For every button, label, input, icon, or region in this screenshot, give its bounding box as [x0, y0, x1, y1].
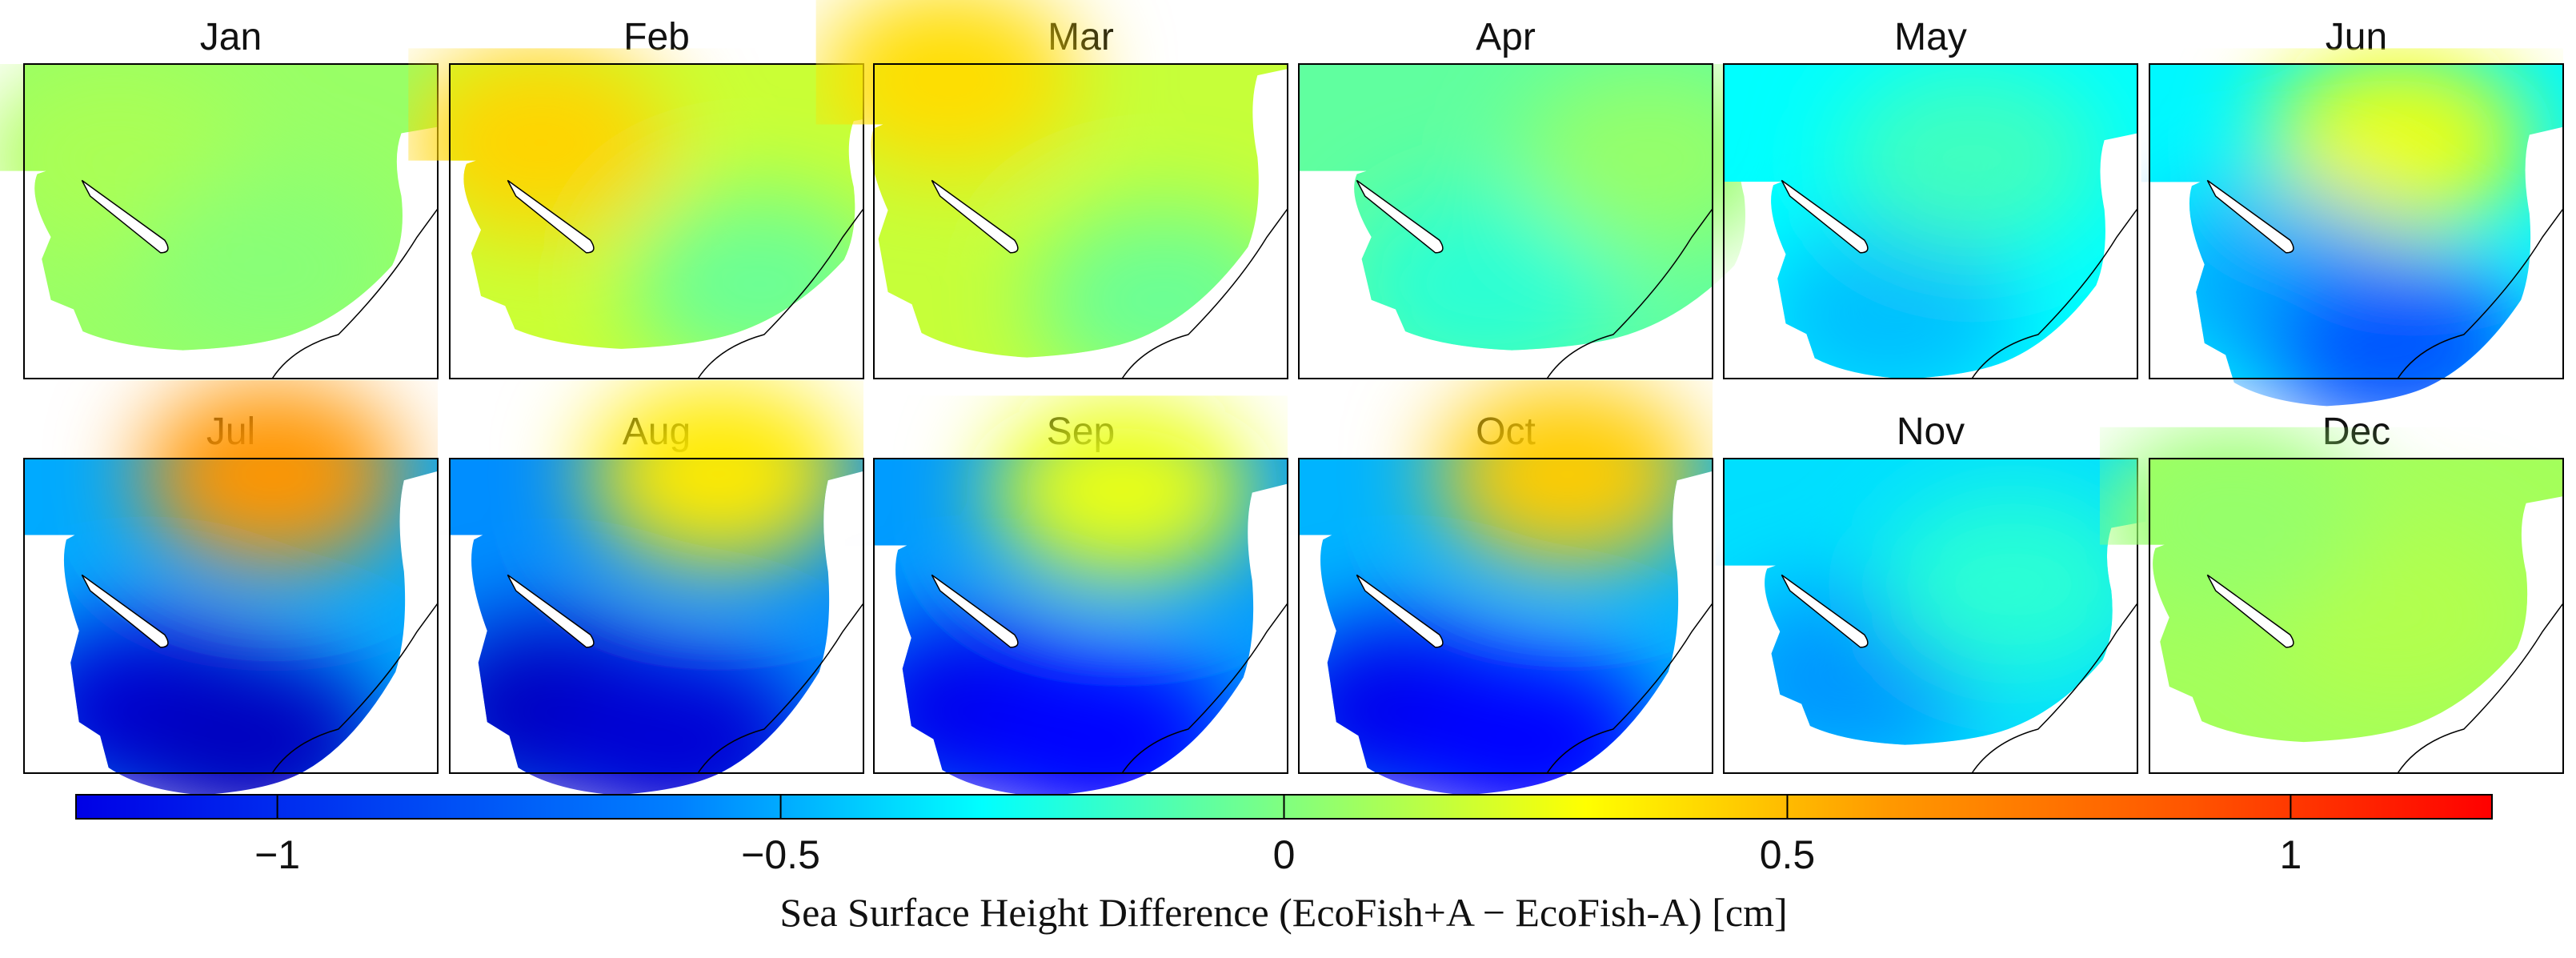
- field-anomaly: [2265, 48, 2530, 238]
- field-anomaly: [627, 190, 893, 349]
- sea-field: [420, 379, 863, 796]
- panel-frame: [1723, 63, 2138, 379]
- panel-frame: [873, 458, 1288, 774]
- spit-land: [1781, 179, 1869, 254]
- sea-field: [844, 395, 1288, 797]
- field-anomaly: [139, 174, 405, 351]
- panel-title: May: [1894, 16, 1967, 58]
- field-anomaly: [1881, 490, 2146, 679]
- coastline: [1121, 603, 1288, 774]
- spit-land: [2206, 179, 2294, 254]
- panel-frame: [2149, 458, 2564, 774]
- colorbar-ticks: −1 −0.5 0 0.5 1: [254, 795, 2302, 877]
- panel-title: Apr: [1476, 16, 1536, 58]
- field-anomaly: [408, 48, 674, 238]
- field-anomaly: [1031, 205, 1296, 358]
- panel-title: Nov: [1897, 411, 1965, 453]
- spit-land: [81, 179, 169, 254]
- colorbar: −1 −0.5 0 0.5 1 Sea Surface Height Differenc…: [75, 794, 2493, 935]
- panel-title: Dec: [2322, 411, 2390, 453]
- spit-land: [1781, 574, 1869, 648]
- map-panel-oct: Oct: [1269, 379, 1713, 796]
- coastline: [1971, 208, 2138, 379]
- sea-field: [1724, 63, 2137, 379]
- field-anomaly: [1435, 379, 1701, 569]
- colorbar-tick-label: 0.5: [1760, 832, 1816, 877]
- coastline: [1546, 208, 1713, 379]
- map-panel-jul: Jul: [15, 379, 439, 796]
- sea-field: [1299, 63, 1783, 351]
- field-anomaly: [586, 379, 851, 569]
- field-anomaly: [2099, 427, 2365, 616]
- coastline: [2397, 208, 2564, 379]
- map-panel-nov: Nov: [1715, 411, 2146, 774]
- field-anomaly: [989, 395, 1255, 585]
- coastline: [697, 603, 864, 774]
- panel-title: Feb: [623, 16, 690, 58]
- panel-frame: [1298, 458, 1713, 774]
- panel-frame: [23, 458, 439, 774]
- panel-frame: [1298, 63, 1713, 379]
- sea-field: [2099, 427, 2563, 743]
- field-anomaly: [2265, 252, 2530, 407]
- coastline: [2397, 603, 2564, 774]
- coastline: [1971, 603, 2138, 774]
- map-panel-may: May: [1723, 16, 2138, 379]
- sea-field: [2141, 48, 2563, 407]
- sea-field: [815, 0, 1296, 358]
- spit-land: [931, 179, 1019, 254]
- panel-frame: [1723, 458, 2138, 774]
- colorbar-tick-label: −1: [254, 832, 300, 877]
- spit-land: [1356, 574, 1444, 648]
- spit-land: [1356, 179, 1444, 254]
- coastline: [1546, 603, 1713, 774]
- map-panel-jun: Jun: [2141, 16, 2564, 407]
- coastline: [271, 603, 439, 774]
- field-anomaly: [815, 0, 1081, 174]
- map-panels: Jan Feb Mar Apr May Jun JulAugSepOct Nov Dec: [0, 0, 2564, 797]
- field-anomaly: [1518, 63, 1783, 253]
- coastline: [697, 208, 864, 379]
- panel-frame: [449, 458, 864, 774]
- panel-frame: [449, 63, 864, 379]
- spit-land: [2206, 574, 2294, 648]
- colorbar-label: Sea Surface Height Difference (EcoFish+A…: [779, 890, 1787, 935]
- panel-frame: [873, 63, 1288, 379]
- colorbar-tick-label: 1: [2280, 832, 2302, 877]
- panel-frame: [23, 63, 439, 379]
- map-panel-apr: Apr: [1298, 16, 1783, 379]
- sea-field: [1715, 459, 2146, 745]
- colorbar-tick-label: 0: [1273, 832, 1296, 877]
- colorbar-tick-label: −0.5: [741, 832, 820, 877]
- field-anomaly: [139, 379, 405, 569]
- panel-frame: [2149, 63, 2564, 379]
- panel-title: Jan: [200, 16, 262, 58]
- map-panel-aug: Aug: [420, 379, 864, 796]
- spit-land: [81, 574, 169, 648]
- map-panel-dec: Dec: [2099, 411, 2564, 774]
- map-panel-mar: Mar: [815, 0, 1296, 379]
- coastline: [271, 208, 439, 379]
- coastline: [1121, 208, 1288, 379]
- sea-field: [1269, 379, 1713, 796]
- map-panel-jan: Jan: [0, 16, 439, 379]
- spit-land: [507, 179, 595, 254]
- map-panel-sep: Sep: [844, 395, 1288, 797]
- sea-field: [15, 379, 438, 796]
- spit-land: [507, 574, 595, 648]
- spit-land: [931, 574, 1019, 648]
- sea-field: [0, 63, 438, 351]
- field-anomaly: [1839, 63, 2105, 253]
